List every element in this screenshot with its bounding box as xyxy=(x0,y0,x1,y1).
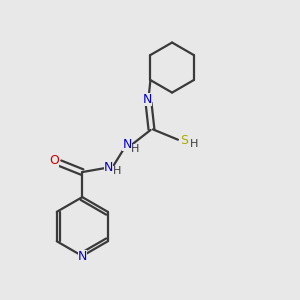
Text: N: N xyxy=(104,160,113,174)
Text: N: N xyxy=(142,93,152,106)
Text: N: N xyxy=(122,138,132,151)
Text: O: O xyxy=(49,154,59,167)
Text: N: N xyxy=(78,250,87,262)
Text: H: H xyxy=(131,144,140,154)
Text: H: H xyxy=(189,139,198,148)
Text: S: S xyxy=(181,134,188,147)
Text: H: H xyxy=(113,166,121,176)
